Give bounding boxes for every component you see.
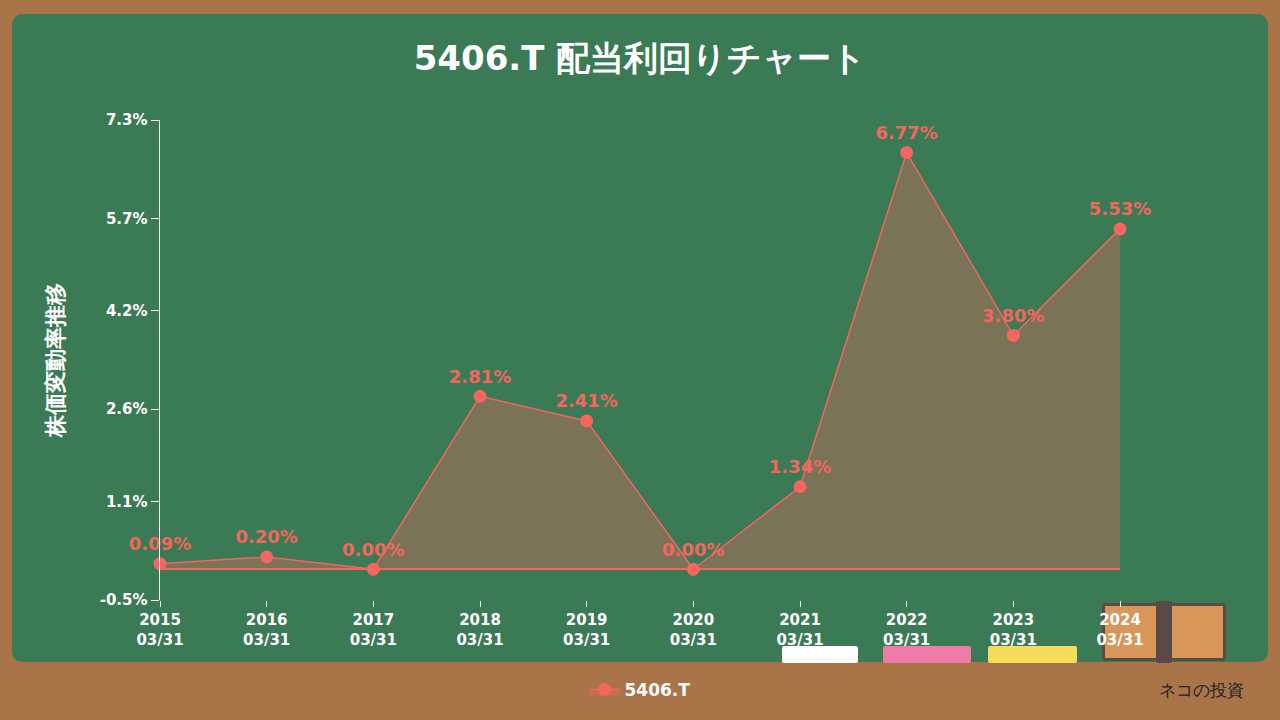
svg-text:2.81%: 2.81% — [449, 366, 511, 387]
svg-text:1.1%: 1.1% — [106, 493, 148, 511]
svg-text:201903/31: 201903/31 — [563, 611, 610, 649]
svg-text:202203/31: 202203/31 — [883, 611, 930, 649]
svg-text:5.7%: 5.7% — [106, 210, 148, 228]
svg-text:201603/31: 201603/31 — [243, 611, 290, 649]
svg-text:5406.T: 5406.T — [625, 680, 691, 700]
svg-text:0.00%: 0.00% — [662, 539, 724, 560]
svg-text:ネコの投資: ネコの投資 — [1159, 680, 1244, 700]
svg-text:201503/31: 201503/31 — [136, 611, 183, 649]
svg-text:5.53%: 5.53% — [1089, 198, 1151, 219]
svg-text:201803/31: 201803/31 — [456, 611, 503, 649]
svg-text:2.41%: 2.41% — [555, 390, 617, 411]
svg-text:7.3%: 7.3% — [106, 111, 148, 129]
svg-text:6.77%: 6.77% — [875, 122, 937, 143]
svg-text:202003/31: 202003/31 — [670, 611, 717, 649]
svg-text:0.09%: 0.09% — [129, 533, 191, 554]
svg-text:株価変動率推移: 株価変動率推移 — [43, 283, 68, 438]
svg-text:0.00%: 0.00% — [342, 539, 404, 560]
svg-text:202403/31: 202403/31 — [1096, 611, 1143, 649]
svg-text:2.6%: 2.6% — [106, 400, 148, 418]
svg-text:-0.5%: -0.5% — [100, 591, 148, 609]
svg-text:202303/31: 202303/31 — [990, 611, 1037, 649]
svg-text:3.80%: 3.80% — [982, 305, 1044, 326]
svg-text:202103/31: 202103/31 — [776, 611, 823, 649]
svg-text:5406.T 配当利回りチャート: 5406.T 配当利回りチャート — [414, 38, 867, 78]
svg-text:1.34%: 1.34% — [769, 456, 831, 477]
svg-text:201703/31: 201703/31 — [350, 611, 397, 649]
svg-text:4.2%: 4.2% — [106, 302, 148, 320]
svg-text:0.20%: 0.20% — [235, 526, 297, 547]
